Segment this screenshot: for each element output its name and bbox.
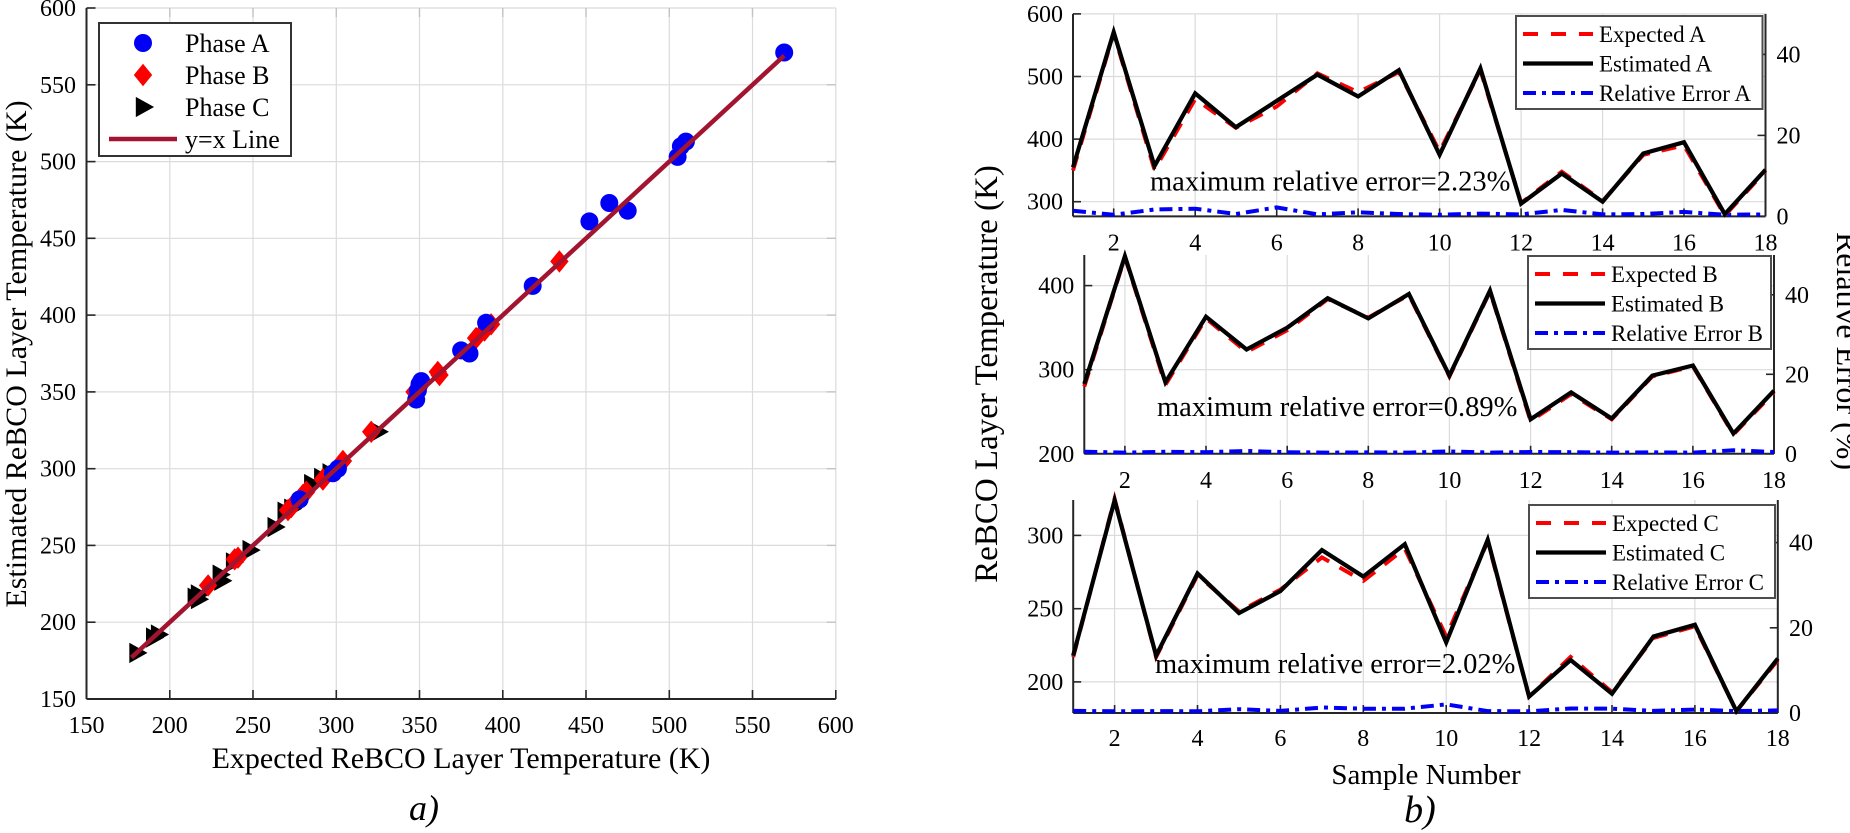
svg-text:500: 500 <box>40 150 76 176</box>
svg-text:Estimated C: Estimated C <box>1612 541 1725 566</box>
svg-text:Estimated ReBCO Layer Temperat: Estimated ReBCO Layer Temperature (K) <box>0 100 33 607</box>
svg-text:12: 12 <box>1519 468 1543 494</box>
svg-text:Relative Error B: Relative Error B <box>1611 321 1763 346</box>
svg-text:4: 4 <box>1192 726 1204 752</box>
svg-text:500: 500 <box>651 713 687 739</box>
svg-text:0: 0 <box>1785 442 1797 468</box>
svg-text:200: 200 <box>40 610 76 636</box>
svg-text:16: 16 <box>1681 468 1705 494</box>
svg-text:2: 2 <box>1119 468 1131 494</box>
svg-text:10: 10 <box>1434 726 1458 752</box>
svg-text:150: 150 <box>69 713 105 739</box>
svg-text:550: 550 <box>735 713 771 739</box>
svg-text:150: 150 <box>40 687 76 713</box>
svg-text:18: 18 <box>1766 726 1790 752</box>
svg-text:10: 10 <box>1437 468 1461 494</box>
svg-text:450: 450 <box>568 713 604 739</box>
svg-text:18: 18 <box>1762 468 1786 494</box>
svg-text:20: 20 <box>1777 123 1801 149</box>
svg-text:450: 450 <box>40 226 76 252</box>
svg-text:20: 20 <box>1789 616 1813 642</box>
svg-text:400: 400 <box>1038 274 1074 300</box>
svg-text:Relative Error (%): Relative Error (%) <box>1830 232 1850 470</box>
svg-text:250: 250 <box>40 533 76 559</box>
svg-text:10: 10 <box>1428 231 1452 257</box>
svg-text:a): a) <box>409 788 439 828</box>
svg-text:250: 250 <box>235 713 271 739</box>
svg-text:300: 300 <box>1027 190 1063 216</box>
svg-text:12: 12 <box>1517 726 1541 752</box>
svg-text:200: 200 <box>1038 442 1074 468</box>
svg-text:14: 14 <box>1600 468 1624 494</box>
svg-text:300: 300 <box>318 713 354 739</box>
svg-text:400: 400 <box>1027 127 1063 153</box>
svg-text:300: 300 <box>40 457 76 483</box>
svg-text:Estimated A: Estimated A <box>1599 52 1712 77</box>
svg-text:600: 600 <box>40 0 76 22</box>
svg-text:Phase A: Phase A <box>185 29 270 58</box>
svg-text:Relative Error C: Relative Error C <box>1612 570 1764 595</box>
svg-text:600: 600 <box>818 713 854 739</box>
svg-text:6: 6 <box>1271 231 1283 257</box>
svg-text:6: 6 <box>1281 468 1293 494</box>
svg-text:0: 0 <box>1789 701 1801 727</box>
svg-text:2: 2 <box>1109 726 1121 752</box>
svg-text:14: 14 <box>1591 231 1615 257</box>
svg-text:16: 16 <box>1672 231 1696 257</box>
svg-text:8: 8 <box>1357 726 1369 752</box>
svg-text:Expected C: Expected C <box>1612 511 1719 536</box>
svg-text:Expected A: Expected A <box>1599 22 1706 47</box>
svg-text:14: 14 <box>1600 726 1624 752</box>
svg-text:16: 16 <box>1683 726 1707 752</box>
svg-text:350: 350 <box>402 713 438 739</box>
svg-text:2: 2 <box>1108 231 1120 257</box>
svg-text:300: 300 <box>1027 523 1063 549</box>
svg-text:6: 6 <box>1274 726 1286 752</box>
svg-text:maximum relative error=2.02%: maximum relative error=2.02% <box>1155 649 1515 680</box>
svg-text:400: 400 <box>40 303 76 329</box>
svg-text:Expected B: Expected B <box>1611 262 1718 287</box>
svg-text:40: 40 <box>1777 42 1801 68</box>
svg-text:12: 12 <box>1509 231 1533 257</box>
svg-text:Phase B: Phase B <box>185 61 270 90</box>
svg-text:18: 18 <box>1754 231 1778 257</box>
svg-text:maximum relative error=2.23%: maximum relative error=2.23% <box>1150 167 1510 198</box>
svg-text:40: 40 <box>1785 283 1809 309</box>
svg-text:b): b) <box>1404 789 1436 831</box>
svg-text:20: 20 <box>1785 362 1809 388</box>
svg-text:200: 200 <box>1027 670 1063 696</box>
svg-text:300: 300 <box>1038 358 1074 384</box>
svg-text:ReBCO Layer Temperature (K): ReBCO Layer Temperature (K) <box>969 165 1005 583</box>
svg-text:Phase C: Phase C <box>185 93 270 122</box>
svg-text:Sample Number: Sample Number <box>1331 759 1521 791</box>
svg-text:maximum relative error=0.89%: maximum relative error=0.89% <box>1157 392 1517 423</box>
svg-text:40: 40 <box>1789 531 1813 557</box>
svg-text:200: 200 <box>152 713 188 739</box>
svg-text:y=x Line: y=x Line <box>185 125 280 154</box>
svg-text:Expected ReBCO Layer Temperatu: Expected ReBCO Layer Temperature (K) <box>212 742 711 775</box>
svg-text:Estimated B: Estimated B <box>1611 292 1724 317</box>
svg-text:8: 8 <box>1362 468 1374 494</box>
svg-text:350: 350 <box>40 380 76 406</box>
svg-text:500: 500 <box>1027 65 1063 91</box>
svg-text:4: 4 <box>1200 468 1212 494</box>
svg-text:250: 250 <box>1027 597 1063 623</box>
svg-text:400: 400 <box>485 713 521 739</box>
svg-text:550: 550 <box>40 73 76 99</box>
svg-text:8: 8 <box>1352 231 1364 257</box>
svg-text:4: 4 <box>1189 231 1201 257</box>
svg-text:0: 0 <box>1777 204 1789 230</box>
svg-text:600: 600 <box>1027 2 1063 28</box>
svg-text:Relative Error A: Relative Error A <box>1599 81 1751 106</box>
